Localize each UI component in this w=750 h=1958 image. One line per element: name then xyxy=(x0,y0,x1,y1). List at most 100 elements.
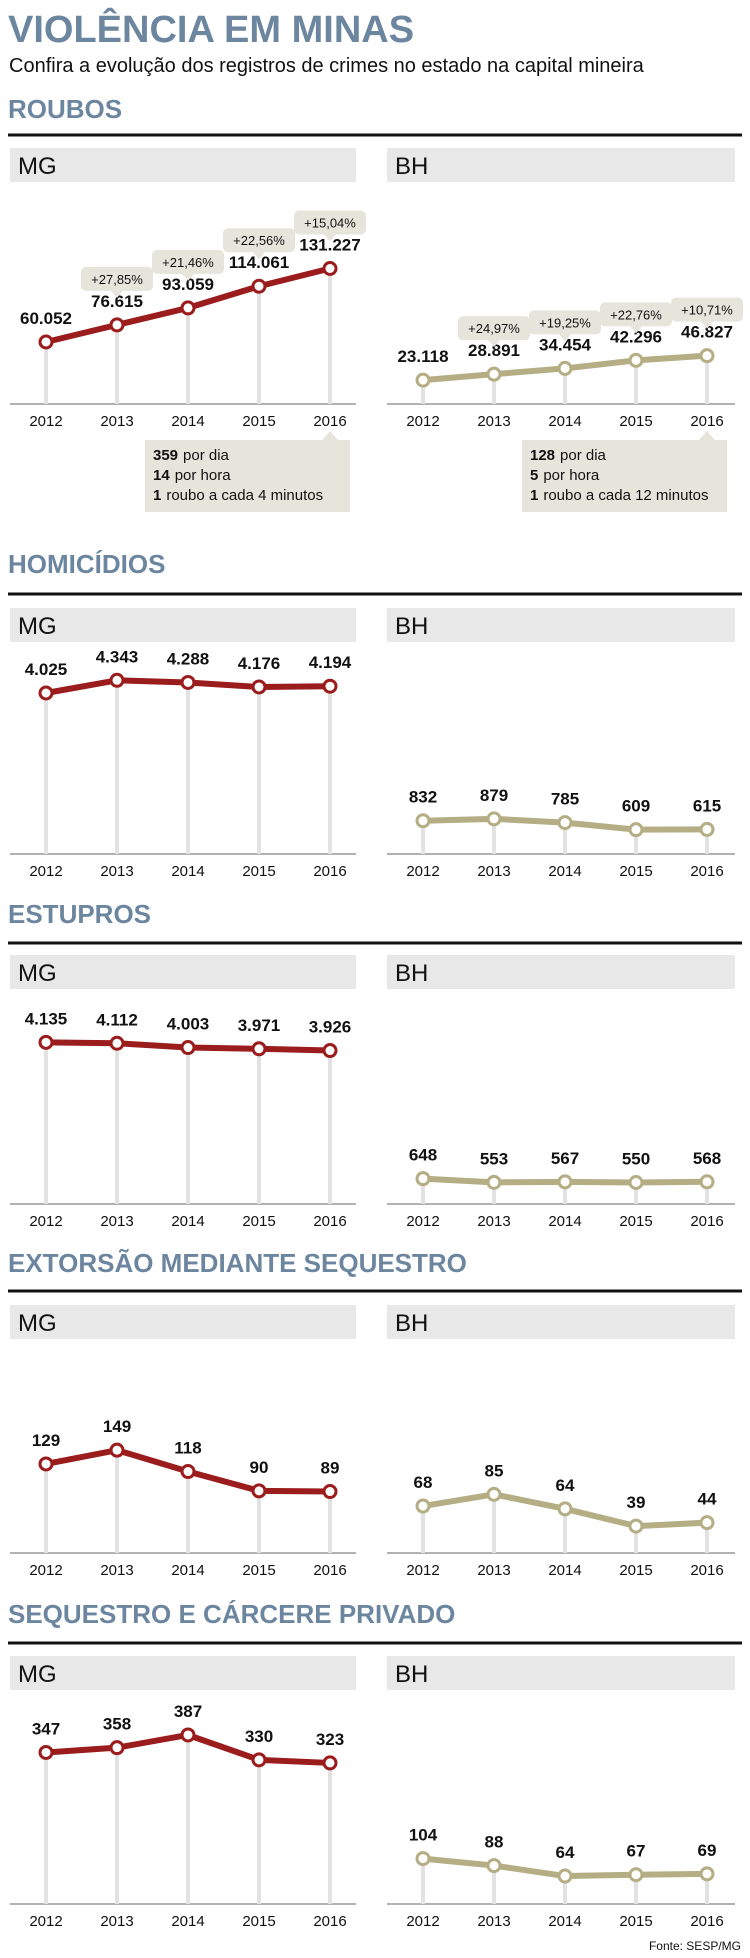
panel-title: MG xyxy=(18,153,57,180)
data-point xyxy=(38,1744,54,1760)
subtitle: Confira a evolução dos registros de crim… xyxy=(9,55,645,77)
note-box xyxy=(522,440,727,512)
note-text: por dia xyxy=(560,447,607,464)
data-point xyxy=(699,1515,715,1531)
x-tick-label: 2013 xyxy=(477,1913,510,1930)
data-point xyxy=(38,1456,54,1472)
note-text: por hora xyxy=(175,467,232,484)
data-point xyxy=(415,1851,431,1867)
data-point xyxy=(251,1041,267,1057)
change-label: +21,46% xyxy=(162,255,214,270)
change-pointer xyxy=(488,340,500,348)
x-tick-label: 2016 xyxy=(690,1913,723,1930)
value-label: 323 xyxy=(316,1730,344,1749)
value-label: 4.343 xyxy=(96,647,139,666)
panel-title: MG xyxy=(18,1661,57,1688)
value-label: 4.176 xyxy=(238,654,281,673)
x-tick-label: 2014 xyxy=(171,1213,204,1230)
change-pointer xyxy=(630,326,642,334)
x-tick-label: 2013 xyxy=(477,1213,510,1230)
value-label: 28.891 xyxy=(468,341,520,360)
data-point xyxy=(251,1483,267,1499)
x-tick-label: 2012 xyxy=(29,1213,62,1230)
note-text: por dia xyxy=(183,447,230,464)
value-label: 129 xyxy=(32,1431,60,1450)
change-box xyxy=(671,297,743,322)
panel-header xyxy=(10,608,356,642)
change-box xyxy=(529,310,601,335)
value-label: 567 xyxy=(551,1149,579,1168)
data-point xyxy=(109,1035,125,1051)
x-tick-label: 2012 xyxy=(406,863,439,880)
change-label: +19,25% xyxy=(539,315,591,330)
x-tick-label: 2013 xyxy=(477,413,510,430)
data-point xyxy=(251,278,267,294)
change-box xyxy=(600,302,672,327)
panel-header xyxy=(387,1656,735,1690)
note-number: 128 xyxy=(530,447,555,464)
x-tick-label: 2014 xyxy=(171,413,204,430)
panel-title: BH xyxy=(395,613,428,640)
panel-title: MG xyxy=(18,960,57,987)
value-label: 347 xyxy=(32,1719,60,1738)
x-tick-label: 2012 xyxy=(406,1213,439,1230)
data-point xyxy=(109,1442,125,1458)
panel-title: BH xyxy=(395,1661,428,1688)
value-label: 60.052 xyxy=(20,309,72,328)
x-tick-label: 2014 xyxy=(548,1913,581,1930)
x-tick-label: 2013 xyxy=(100,413,133,430)
x-tick-label: 2016 xyxy=(313,1562,346,1579)
data-point xyxy=(557,815,573,831)
data-point xyxy=(557,1501,573,1517)
section-title: HOMICÍDIOS xyxy=(8,549,165,579)
value-label: 648 xyxy=(409,1146,437,1165)
value-label: 4.288 xyxy=(167,649,210,668)
data-point xyxy=(180,1464,196,1480)
value-label: 568 xyxy=(693,1149,721,1168)
data-point xyxy=(486,1174,502,1190)
value-label: 90 xyxy=(250,1458,269,1477)
note-line: 1 roubo a cada 12 minutos xyxy=(530,487,708,504)
change-label: +15,04% xyxy=(304,216,356,231)
value-label: 67 xyxy=(627,1842,646,1861)
value-label: 88 xyxy=(485,1833,504,1852)
data-point xyxy=(628,1867,644,1883)
x-tick-label: 2016 xyxy=(313,1913,346,1930)
value-label: 832 xyxy=(409,788,437,807)
change-box xyxy=(81,266,153,291)
note-number: 1 xyxy=(530,487,538,504)
note-text: por hora xyxy=(543,467,600,484)
data-point xyxy=(699,348,715,364)
data-point xyxy=(180,1040,196,1056)
x-tick-label: 2015 xyxy=(242,1562,275,1579)
value-label: 34.454 xyxy=(539,335,592,354)
x-tick-label: 2016 xyxy=(690,863,723,880)
value-label: 4.003 xyxy=(167,1015,210,1034)
x-tick-label: 2014 xyxy=(171,863,204,880)
note-line: 5 por hora xyxy=(530,467,600,484)
data-point xyxy=(415,1498,431,1514)
value-label: 46.827 xyxy=(681,323,733,342)
change-label: +22,76% xyxy=(610,307,662,322)
value-label: 44 xyxy=(698,1490,717,1509)
value-label: 104 xyxy=(409,1826,438,1845)
data-point xyxy=(322,678,338,694)
x-tick-label: 2016 xyxy=(690,1562,723,1579)
note-line: 359 por dia xyxy=(153,447,230,464)
data-point xyxy=(415,813,431,829)
value-label: 131.227 xyxy=(299,236,360,255)
panel-header xyxy=(387,148,735,182)
note-number: 5 xyxy=(530,467,538,484)
value-label: 4.194 xyxy=(309,653,352,672)
data-point xyxy=(180,300,196,316)
data-point xyxy=(628,1518,644,1534)
x-tick-label: 2014 xyxy=(171,1562,204,1579)
data-point xyxy=(180,1727,196,1743)
data-point xyxy=(486,811,502,827)
panel-header xyxy=(10,1305,356,1339)
panel-title: BH xyxy=(395,960,428,987)
change-box xyxy=(223,228,295,253)
value-label: 89 xyxy=(321,1459,340,1478)
data-point xyxy=(628,1175,644,1190)
